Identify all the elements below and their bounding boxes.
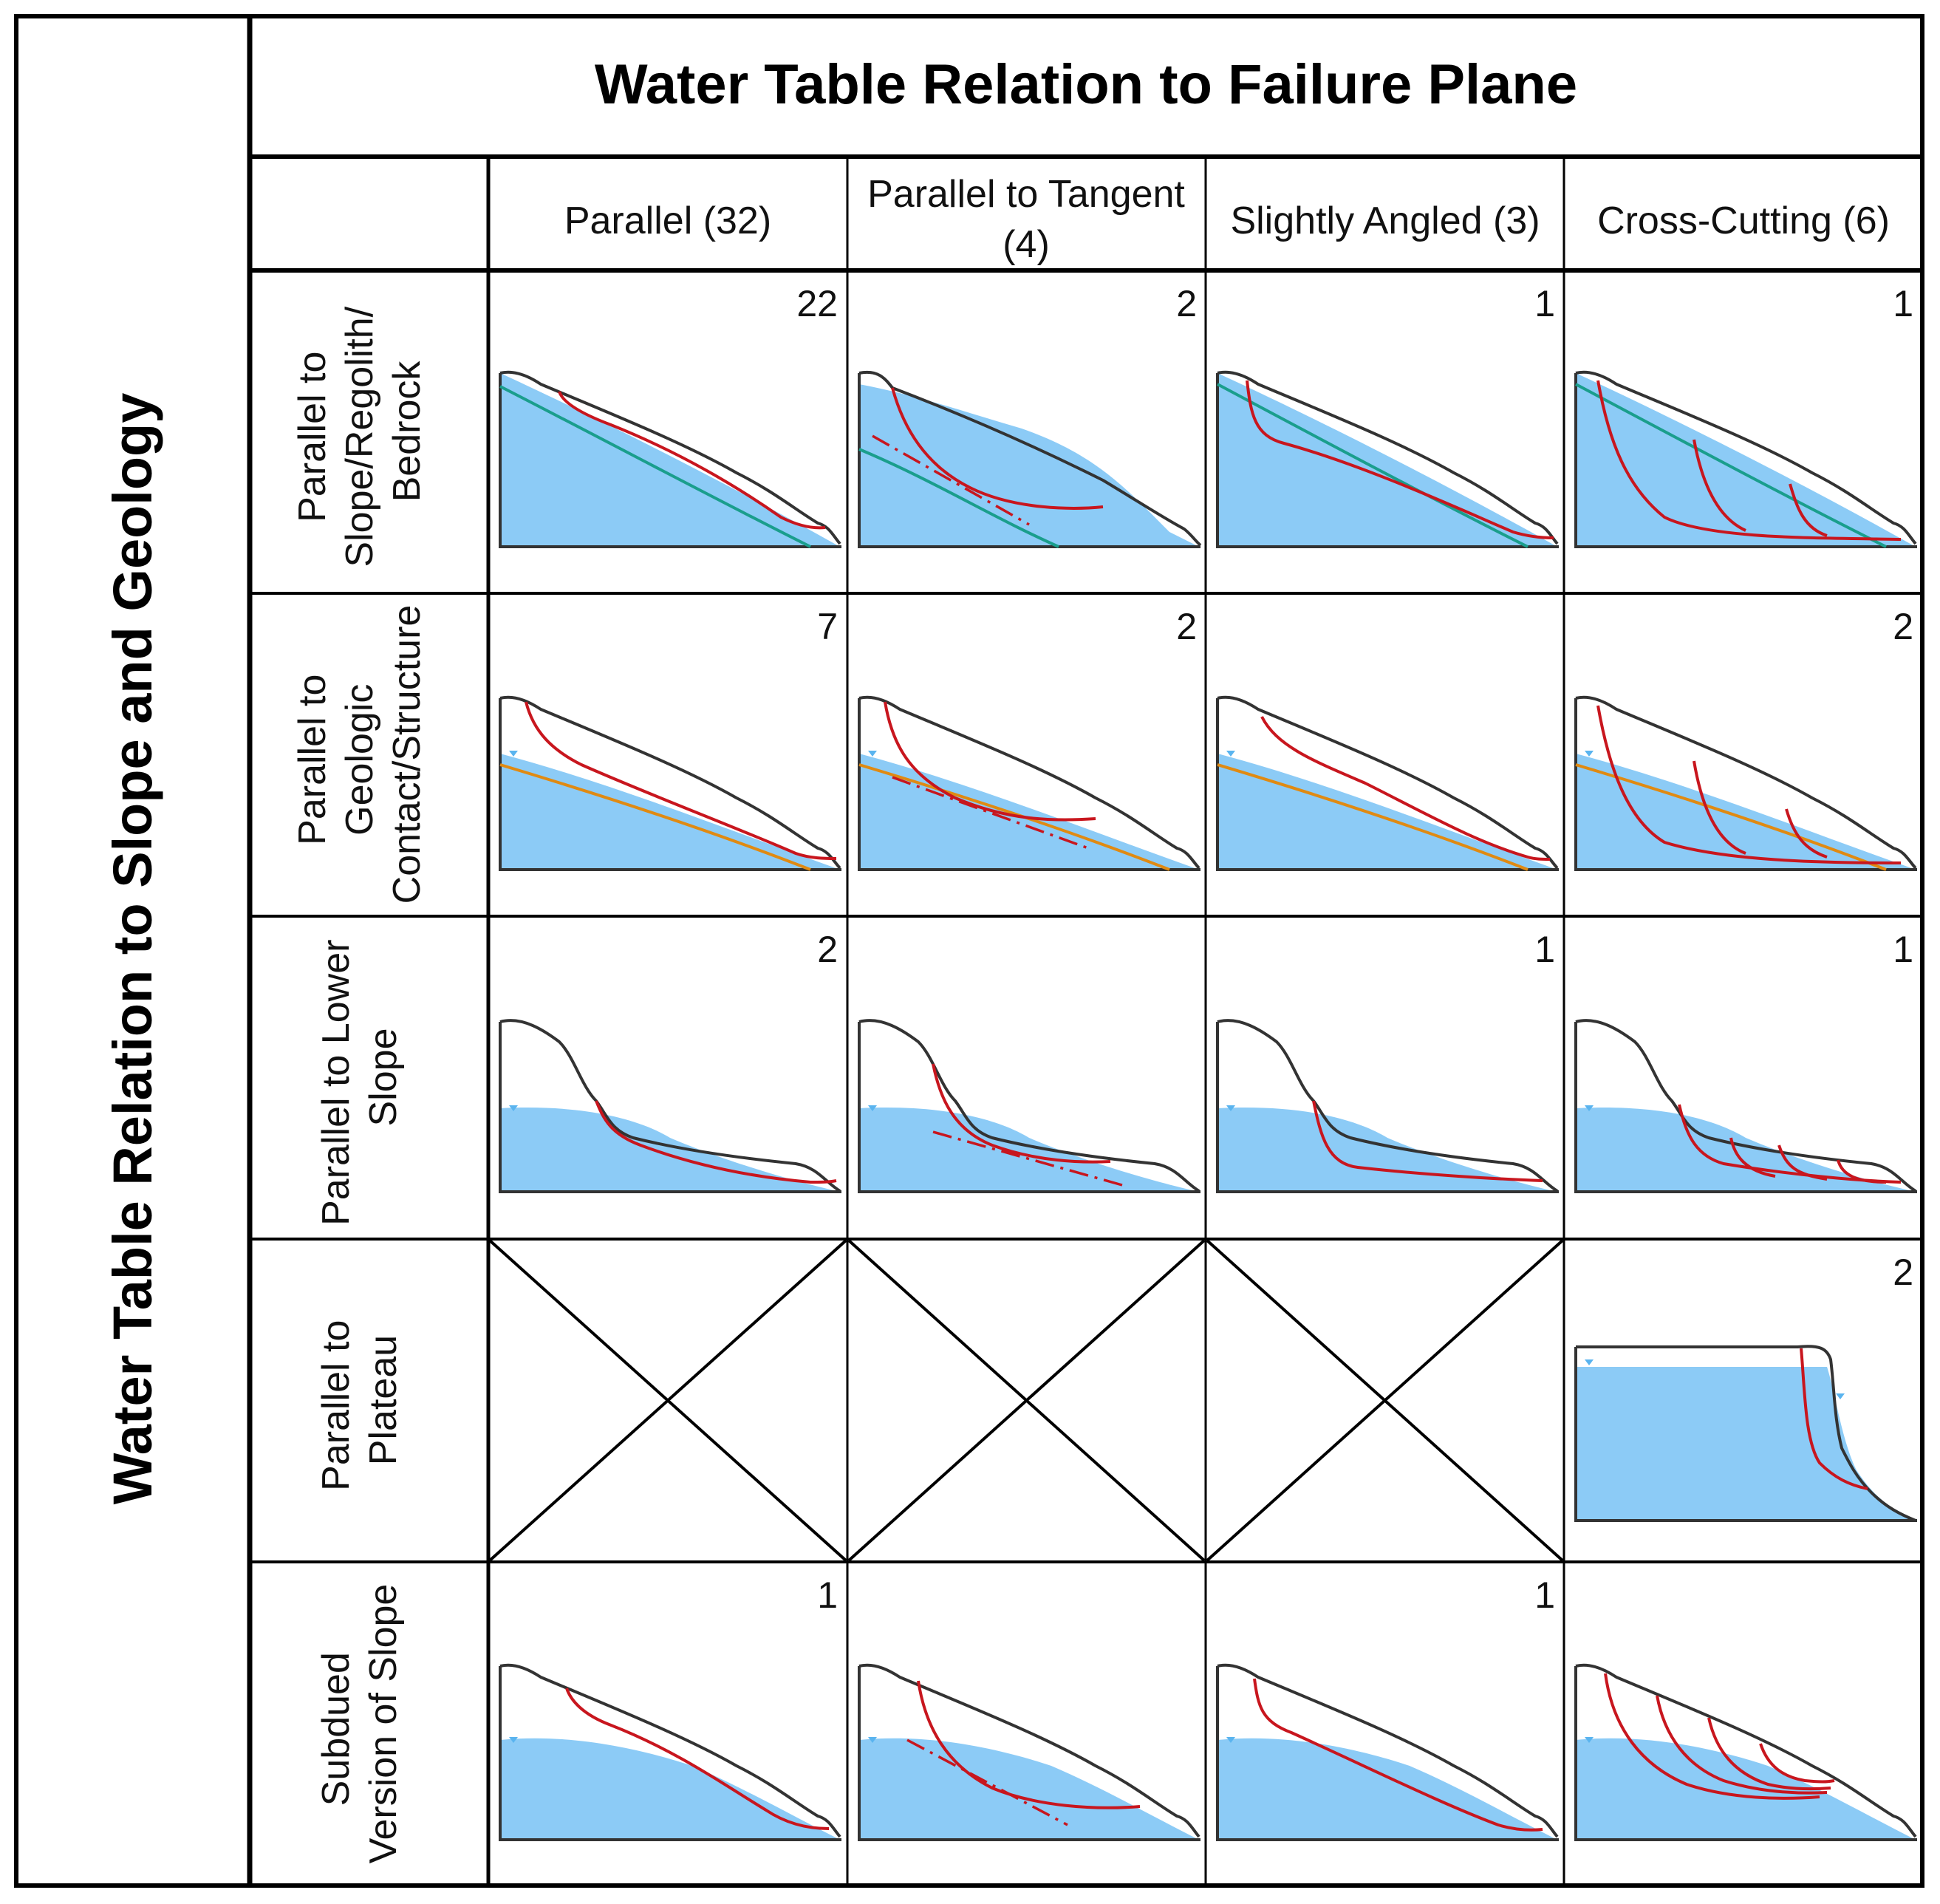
cell-count: 1 [1534, 1574, 1555, 1616]
schematic-r2-parallel [499, 695, 841, 871]
schematic-r3-parallel [499, 1019, 841, 1193]
schematic-r5-parallel [499, 1663, 841, 1841]
schematic-r1-slight [1216, 370, 1559, 548]
schematic-r2-cross [1574, 695, 1917, 871]
side-title: Water Table Relation to Slope and Geolog… [102, 393, 163, 1505]
empty-cell-x [488, 1239, 847, 1562]
main-title: Water Table Relation to Failure Plane [595, 53, 1577, 116]
empty-cell-x [1206, 1239, 1564, 1562]
schematic-r4-cross [1574, 1345, 1917, 1522]
column-header-parallel-to-tangent-count: (4) [1003, 223, 1050, 266]
cell-count: 1 [817, 1574, 838, 1616]
schematic-r1-tangent [858, 370, 1202, 548]
schematic-r2-slight [1216, 695, 1559, 871]
cell-count: 7 [817, 606, 838, 647]
schematic-r3-cross [1574, 1019, 1917, 1193]
column-headers: Parallel (32) Parallel to Tangent (4) Sl… [564, 173, 1890, 266]
cell-count: 1 [1534, 283, 1555, 324]
column-header-cross-cutting: Cross-Cutting (6) [1597, 199, 1890, 242]
cell-count: 22 [796, 283, 838, 324]
row-header-subdued-slope: Subdued Version of Slope [315, 1584, 405, 1864]
schematic-r2-tangent [858, 695, 1200, 871]
cell-count: 2 [1176, 283, 1197, 324]
cell-count: 1 [1893, 283, 1913, 324]
row-header-plateau: Parallel to Plateau [315, 1309, 405, 1491]
column-header-slightly-angled: Slightly Angled (3) [1230, 199, 1540, 242]
schematic-r5-tangent [858, 1663, 1200, 1841]
cell-count: 2 [817, 929, 838, 970]
schematic-r1-cross [1574, 370, 1917, 548]
schematic-r5-slight [1216, 1663, 1559, 1841]
schematic-r3-tangent [858, 1019, 1200, 1193]
cell-count: 1 [1893, 929, 1913, 970]
row-headers: Parallel to Slope/Regolith/ Bedrock Para… [291, 296, 428, 1864]
empty-cells [488, 1239, 1564, 1562]
schematic-r1-parallel [499, 370, 841, 548]
column-header-parallel: Parallel (32) [564, 199, 771, 242]
schematic-r5-cross [1574, 1663, 1917, 1841]
cell-count: 2 [1176, 606, 1197, 647]
column-header-parallel-to-tangent: Parallel to Tangent [867, 173, 1185, 216]
cell-count: 2 [1893, 1252, 1913, 1293]
cell-count: 1 [1534, 929, 1555, 970]
table-grid [14, 14, 1924, 1888]
cell-counts: 22 2 1 1 7 2 2 2 1 1 2 1 1 [796, 283, 1913, 1616]
row-header-slope-regolith-bedrock: Parallel to Slope/Regolith/ Bedrock [291, 296, 428, 567]
cell-count: 2 [1893, 606, 1913, 647]
schematic-r3-slight [1216, 1019, 1559, 1193]
row-header-geologic-contact: Parallel to Geologic Contact/Structure [291, 605, 428, 904]
row-header-lower-slope: Parallel to Lower Slope [315, 929, 405, 1226]
empty-cell-x [847, 1239, 1206, 1562]
